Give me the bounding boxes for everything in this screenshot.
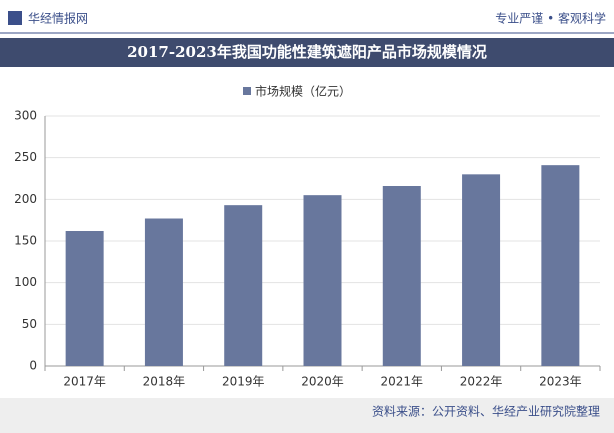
x-tick-label: 2020年 xyxy=(301,375,344,389)
bar xyxy=(224,205,263,366)
bar xyxy=(144,218,183,366)
bar xyxy=(65,231,104,366)
legend-swatch xyxy=(243,87,251,95)
chart-title: 2017-2023年我国功能性建筑遮阳产品市场规模情况 xyxy=(127,43,487,61)
x-tick-label: 2017年 xyxy=(63,375,106,389)
bar xyxy=(462,174,501,366)
bar xyxy=(382,186,421,366)
bar xyxy=(541,165,580,366)
y-tick-label: 200 xyxy=(14,192,37,206)
logo-icon xyxy=(8,11,22,25)
x-tick-label: 2022年 xyxy=(460,375,503,389)
x-tick-label: 2019年 xyxy=(222,375,265,389)
y-tick-label: 300 xyxy=(14,109,37,123)
slogan: 专业严谨 • 客观科学 xyxy=(495,11,606,26)
bar xyxy=(303,195,342,366)
logo-text: 华经情报网 xyxy=(28,11,88,26)
y-tick-label: 250 xyxy=(14,150,37,164)
footer-bar xyxy=(0,398,614,433)
y-tick-label: 50 xyxy=(22,317,37,331)
x-tick-label: 2021年 xyxy=(381,375,424,389)
x-tick-label: 2023年 xyxy=(539,375,582,389)
x-tick-label: 2018年 xyxy=(143,375,186,389)
y-tick-label: 0 xyxy=(29,359,37,373)
title-bar xyxy=(0,38,614,67)
y-tick-label: 100 xyxy=(14,275,37,289)
source-note: 资料来源：公开资料、华经产业研究院整理 xyxy=(372,404,600,419)
legend-label: 市场规模（亿元） xyxy=(255,84,351,99)
y-tick-label: 150 xyxy=(14,234,37,248)
